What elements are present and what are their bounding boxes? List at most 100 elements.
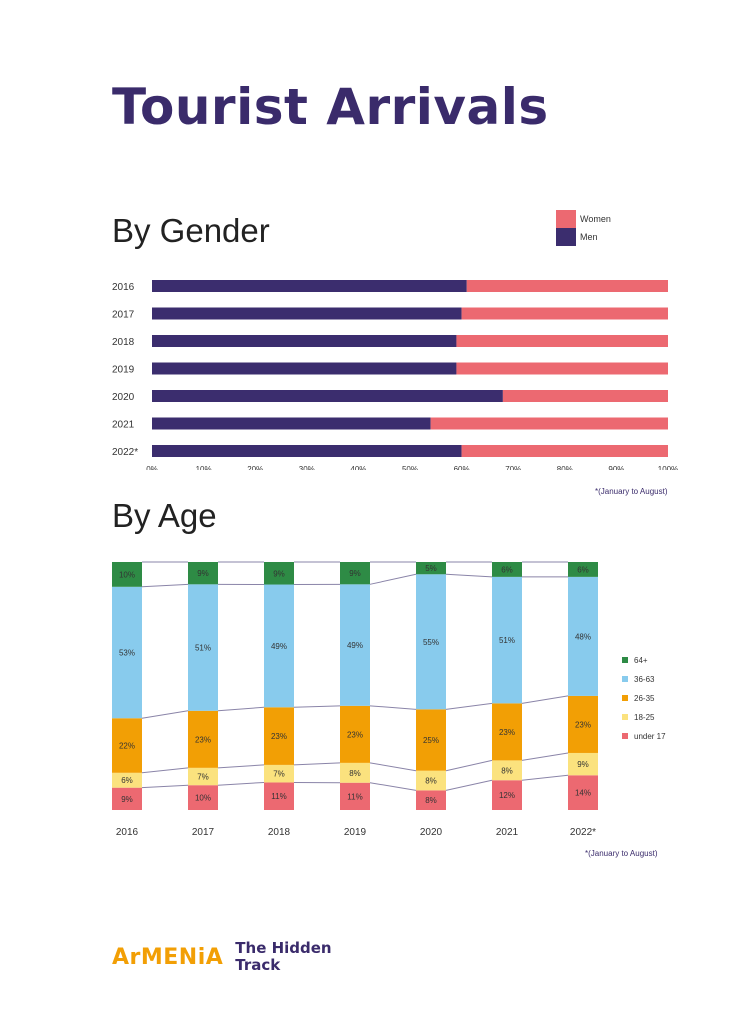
age-bar-segment xyxy=(340,782,370,810)
age-bar-segment xyxy=(416,709,446,771)
age-bar-segment xyxy=(340,762,370,783)
age-connector-line xyxy=(369,573,417,585)
gender-bar-men xyxy=(152,280,467,292)
age-year-label: 2019 xyxy=(344,827,367,838)
age-data-label: 49% xyxy=(347,641,363,650)
age-connector-line xyxy=(445,759,493,772)
gender-x-tick: 30% xyxy=(299,465,315,470)
age-data-label: 7% xyxy=(273,770,285,779)
age-chart-title: By Age xyxy=(112,497,217,534)
age-data-label: 9% xyxy=(577,760,589,769)
age-legend-label: 18-25 xyxy=(634,713,655,722)
gender-chart: 2016 2017 2018 2019 2020 2021 2022* 0% 10% 20% 30%… xyxy=(112,280,678,470)
age-year-label: 2022* xyxy=(570,827,596,838)
age-data-label: 8% xyxy=(425,777,437,786)
gender-bar-women xyxy=(456,335,668,347)
age-legend-swatch xyxy=(622,695,628,701)
gender-legend: Women Men xyxy=(556,210,611,246)
gender-bar-men xyxy=(152,307,462,320)
age-bar-segment xyxy=(112,787,142,810)
age-bar-segment xyxy=(188,710,218,768)
age-connector-line xyxy=(445,779,493,791)
age-bar-segment xyxy=(188,562,218,585)
age-bar-segment xyxy=(188,785,218,810)
gender-year-label: 2022* xyxy=(112,447,138,458)
age-bar-segment xyxy=(112,772,142,788)
age-bar-segment xyxy=(188,767,218,786)
age-bar-segment xyxy=(416,790,446,810)
age-legend-label: 26-35 xyxy=(634,694,655,703)
armenia-logo: ArMENiA xyxy=(112,944,224,970)
age-bar-segment xyxy=(492,780,522,810)
age-data-label: 9% xyxy=(349,569,361,578)
age-bar-segment xyxy=(568,752,598,776)
gender-bar-women xyxy=(430,417,668,430)
age-year-label: 2018 xyxy=(268,827,291,838)
age-legend-swatch xyxy=(622,676,628,682)
age-bar-segment xyxy=(264,764,294,783)
age-data-label: 12% xyxy=(499,791,515,800)
age-data-label: 23% xyxy=(271,732,287,741)
age-bar-segment xyxy=(568,695,598,753)
gender-x-tick: 70% xyxy=(505,465,521,470)
gender-bar-women xyxy=(461,445,668,457)
gender-bar-women xyxy=(466,280,668,292)
gender-x-tick: 50% xyxy=(402,465,418,470)
age-bar-segment xyxy=(416,562,446,575)
age-bar-segment xyxy=(568,576,598,696)
age-footnote: *(January to August) xyxy=(585,849,658,858)
age-connector-line xyxy=(445,573,493,578)
gender-x-tick: 60% xyxy=(454,465,470,470)
gender-year-label: 2017 xyxy=(112,310,135,321)
age-year-label: 2020 xyxy=(420,827,443,838)
age-data-label: 14% xyxy=(575,789,591,798)
legend-swatch-women xyxy=(556,210,576,228)
gender-chart-title: By Gender xyxy=(112,212,270,249)
legend-item-men: Men xyxy=(556,228,611,246)
age-data-label: 55% xyxy=(423,638,439,647)
gender-footnote: *(January to August) xyxy=(595,487,668,496)
gender-bar-women xyxy=(502,390,668,402)
age-bar-segment xyxy=(264,584,294,708)
age-year-label: 2016 xyxy=(116,827,139,838)
age-bar-segment xyxy=(340,584,370,706)
tagline-line2: Track xyxy=(235,956,281,974)
age-data-label: 6% xyxy=(577,565,589,574)
age-connector-line xyxy=(369,782,417,791)
age-connector-line xyxy=(369,705,417,710)
age-bar-segment xyxy=(568,562,598,577)
age-bar-segment xyxy=(492,562,522,577)
gender-bar-women xyxy=(461,307,668,320)
age-data-label: 6% xyxy=(121,776,133,785)
age-data-label: 23% xyxy=(195,735,211,744)
legend-label: Men xyxy=(580,232,598,242)
age-bar-segment xyxy=(264,562,294,585)
age-bar-segment xyxy=(568,775,598,810)
age-bar-segment xyxy=(264,782,294,810)
age-legend-label: under 17 xyxy=(634,732,666,741)
age-connector-line xyxy=(293,762,341,766)
age-bar-segment xyxy=(112,718,142,773)
age-data-label: 11% xyxy=(271,792,286,801)
legend-label: Women xyxy=(580,214,611,224)
gender-year-label: 2016 xyxy=(112,282,135,293)
age-connector-line xyxy=(369,762,417,772)
age-connector-line xyxy=(141,583,189,588)
age-connector-line xyxy=(521,774,569,781)
gender-bar-men xyxy=(152,390,503,402)
age-data-label: 8% xyxy=(501,766,513,775)
gender-x-tick: 10% xyxy=(196,465,212,470)
age-data-label: 9% xyxy=(273,569,285,578)
gender-x-tick: 100% xyxy=(658,465,678,470)
age-data-label: 11% xyxy=(347,792,362,801)
gender-x-tick: 90% xyxy=(608,465,624,470)
age-connector-line xyxy=(217,781,265,786)
age-legend-swatch xyxy=(622,733,628,739)
age-bar-segment xyxy=(416,574,446,710)
age-chart: 9% 6% 22% 53% 10% 2016 10% 7% 23% 51% 9% 2017 11% 7% 2… xyxy=(112,561,666,838)
age-data-label: 51% xyxy=(195,644,211,653)
gender-bar-men xyxy=(152,445,462,457)
gender-x-tick: 20% xyxy=(247,465,263,470)
gender-year-label: 2019 xyxy=(112,365,135,376)
legend-swatch-men xyxy=(556,228,576,246)
